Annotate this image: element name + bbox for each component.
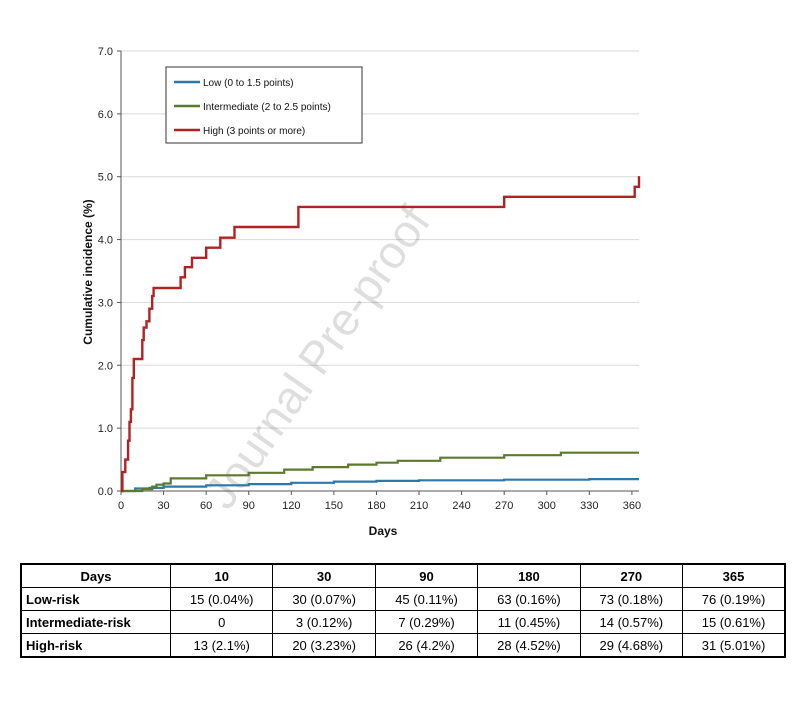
legend: Low (0 to 1.5 points) Intermediate (2 to … — [165, 66, 363, 144]
y-tick-label: 4.0 — [98, 235, 113, 247]
axes: 0.0 1.0 2.0 3.0 4.0 5.0 6.0 7.0 0 30 60 90 120 150 180… — [98, 46, 641, 512]
series-line-high — [121, 176, 641, 493]
x-tick-label: 90 — [243, 500, 255, 512]
table-cell: 76 (0.19%) — [682, 587, 786, 611]
table-cell: 0 — [169, 610, 274, 634]
header-cell-365: 365 — [682, 563, 786, 588]
y-tick-label: 1.0 — [98, 423, 113, 435]
x-tick-label: 30 — [157, 500, 169, 512]
series-lines — [121, 176, 641, 493]
events-table: Days 10 30 90 180 270 365 Low-risk 15 (0… — [20, 563, 786, 658]
x-axis-title: Days — [369, 524, 398, 538]
x-tick-label: 0 — [118, 500, 124, 512]
table-cell: 73 (0.18%) — [579, 587, 684, 611]
cumulative-incidence-chart: Journal Pre-proof 0.0 1.0 2.0 3.0 4.0 5.0 6.0 7… — [81, 46, 641, 538]
header-cell-180: 180 — [477, 563, 581, 588]
header-cell-days: Days — [20, 563, 171, 588]
table-row-low-risk: Low-risk 15 (0.04%) 30 (0.07%) 45 (0.11%… — [20, 587, 786, 611]
table-row-intermediate-risk: Intermediate-risk 0 3 (0.12%) 7 (0.29%) … — [20, 610, 786, 634]
table-cell: 63 (0.16%) — [477, 587, 581, 611]
row-label: High-risk — [20, 633, 171, 658]
table-cell: 28 (4.52%) — [477, 633, 581, 658]
y-tick-label: 3.0 — [98, 297, 113, 309]
legend-label: Intermediate (2 to 2.5 points) — [203, 102, 331, 113]
y-tick-label: 7.0 — [98, 46, 113, 58]
x-tick-label: 270 — [495, 500, 513, 512]
x-tick-label: 210 — [410, 500, 428, 512]
row-label: Low-risk — [20, 587, 171, 611]
table-cell: 15 (0.61%) — [682, 610, 786, 634]
watermark-text: Journal Pre-proof — [194, 197, 441, 518]
table-cell: 15 (0.04%) — [169, 587, 274, 611]
header-cell-10: 10 — [169, 563, 274, 588]
x-tick-label: 360 — [623, 500, 641, 512]
table-cell: 3 (0.12%) — [272, 610, 376, 634]
table-cell: 31 (5.01%) — [682, 633, 786, 658]
x-tick-label: 120 — [282, 500, 300, 512]
table-cell: 7 (0.29%) — [374, 610, 479, 634]
y-axis-title: Cumulative incidence (%) — [81, 199, 95, 344]
x-tick-label: 180 — [367, 500, 385, 512]
legend-label: Low (0 to 1.5 points) — [203, 78, 294, 89]
table-cell: 45 (0.11%) — [374, 587, 479, 611]
table-cell: 26 (4.2%) — [374, 633, 479, 658]
row-label: Intermediate-risk — [20, 610, 171, 634]
header-cell-90: 90 — [374, 563, 479, 588]
x-tick-label: 60 — [200, 500, 212, 512]
x-tick-label: 330 — [580, 500, 598, 512]
header-cell-30: 30 — [272, 563, 376, 588]
y-tick-label: 2.0 — [98, 360, 113, 372]
table-cell: 30 (0.07%) — [272, 587, 376, 611]
x-tick-label: 240 — [452, 500, 470, 512]
series-line-intermediate — [121, 451, 639, 493]
header-cell-270: 270 — [579, 563, 684, 588]
table-cell: 20 (3.23%) — [272, 633, 376, 658]
table-cell: 11 (0.45%) — [477, 610, 581, 634]
table-header-row: Days 10 30 90 180 270 365 — [20, 563, 786, 588]
table-cell: 29 (4.68%) — [579, 633, 684, 658]
table-row-high-risk: High-risk 13 (2.1%) 20 (3.23%) 26 (4.2%)… — [20, 633, 786, 658]
y-tick-label: 5.0 — [98, 172, 113, 184]
table-cell: 14 (0.57%) — [579, 610, 684, 634]
y-tick-label: 6.0 — [98, 109, 113, 121]
x-tick-label: 150 — [325, 500, 343, 512]
x-tick-label: 300 — [538, 500, 556, 512]
legend-label: High (3 points or more) — [203, 126, 305, 137]
y-tick-label: 0.0 — [98, 486, 113, 498]
table-cell: 13 (2.1%) — [169, 633, 274, 658]
